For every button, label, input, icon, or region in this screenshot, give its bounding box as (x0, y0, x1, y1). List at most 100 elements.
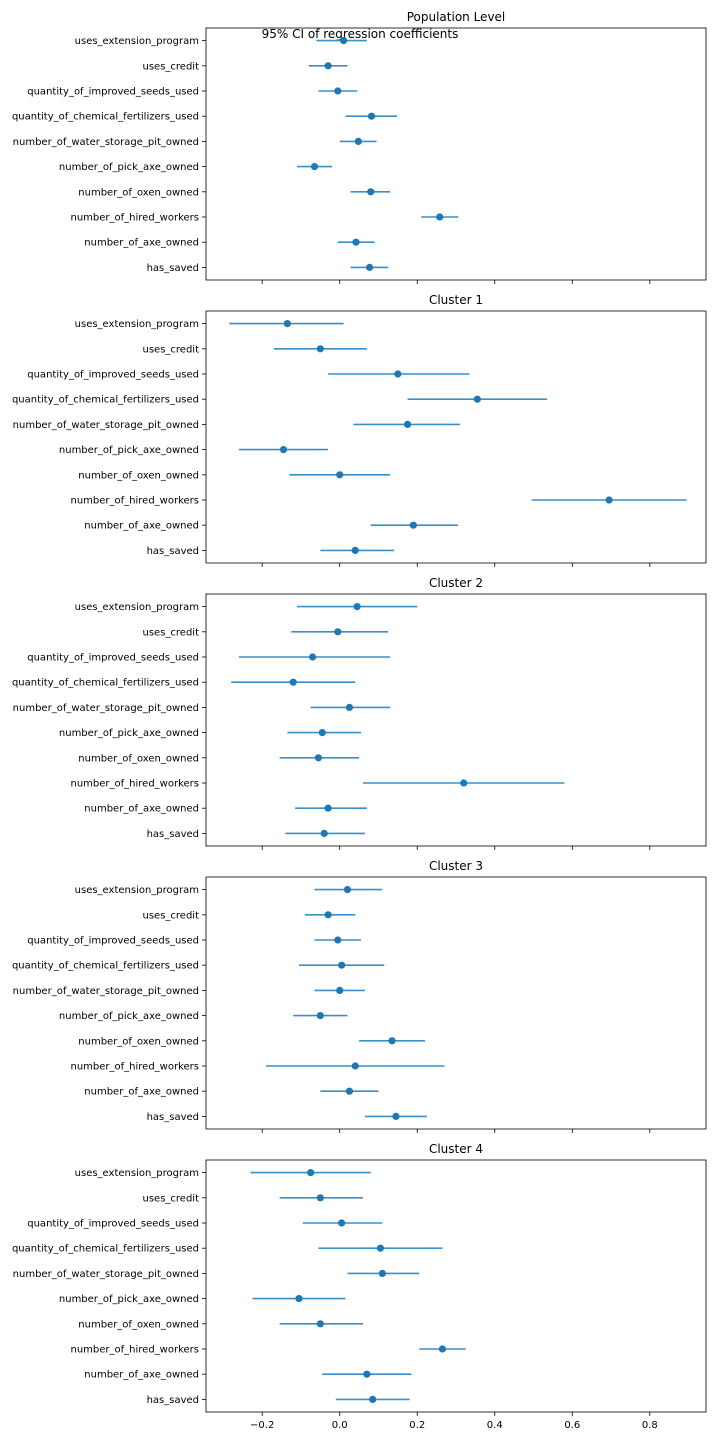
y-tick-label: quantity_of_improved_seeds_used (27, 936, 199, 947)
y-tick-label: has_saved (147, 263, 199, 274)
y-tick-label: number_of_water_storage_pit_owned (13, 986, 199, 997)
panel-title: Population Level (407, 10, 506, 24)
y-tick-label: uses_extension_program (75, 885, 199, 896)
y-tick-label: quantity_of_chemical_fertilizers_used (12, 395, 199, 406)
estimate-point (403, 420, 412, 428)
y-tick-label: number_of_oxen_owned (78, 1036, 199, 1047)
estimate-point (324, 911, 332, 919)
panel-4: Cluster 4 −0.2 0.0 0.2 0.4 0.6 0.8 uses_extensi… (12, 1142, 707, 1431)
estimate-point (351, 546, 359, 555)
estimate-point (345, 703, 354, 712)
y-tick-label: quantity_of_chemical_fertilizers_used (12, 1244, 199, 1255)
estimate-point (316, 1194, 324, 1202)
y-tick-label: number_of_pick_axe_owned (59, 1011, 199, 1022)
estimate-point (438, 1345, 447, 1353)
panel-3: Cluster 3 uses_extension_program uses_cred… (12, 859, 707, 1133)
y-tick-label: number_of_hired_workers (71, 213, 200, 224)
axes-frame (205, 876, 707, 1130)
estimate-point (409, 521, 417, 529)
panel-title: Cluster 4 (429, 1142, 483, 1156)
y-tick-label: number_of_oxen_owned (78, 187, 199, 198)
y-tick-label: uses_extension_program (75, 36, 199, 47)
y-tick-label: uses_credit (143, 1193, 200, 1204)
y-tick-label: has_saved (147, 546, 199, 557)
panels: Population Leveluses_extension_programus… (12, 10, 707, 1431)
estimate-point (338, 961, 346, 969)
y-tick-label: has_saved (147, 1112, 199, 1123)
estimate-point (316, 345, 324, 353)
panel-title: Cluster 3 (429, 859, 483, 873)
y-tick-label: number_of_hired_workers (71, 1345, 200, 1356)
y-tick-label: number_of_pick_axe_owned (59, 1294, 199, 1305)
estimate-point (295, 1295, 303, 1303)
estimate-point (338, 1219, 346, 1227)
estimate-point (279, 446, 288, 454)
estimate-point (308, 653, 317, 661)
axes-frame (205, 27, 707, 281)
y-tick-label: number_of_axe_owned (84, 238, 199, 249)
estimate-point (363, 1370, 371, 1378)
y-tick-label: number_of_oxen_owned (78, 470, 199, 481)
estimate-point (334, 87, 342, 95)
estimate-point (334, 628, 342, 636)
y-tick-label: uses_credit (143, 61, 200, 72)
estimate-point (376, 1244, 385, 1252)
panel-1: Cluster 1 uses_extension_program uses_cred… (12, 293, 707, 567)
y-tick-label: number_of_axe_owned (84, 1087, 199, 1098)
y-tick-label: number_of_hired_workers (71, 1062, 200, 1073)
y-tick-label: quantity_of_chemical_fertilizers_used (12, 961, 199, 972)
y-tick-label: quantity_of_improved_seeds_used (27, 370, 199, 381)
panel-2: Cluster 2 uses_extension_program uses_cred… (12, 576, 707, 850)
y-tick-label: quantity_of_improved_seeds_used (27, 653, 199, 664)
x-tick-label: 0.8 (642, 1420, 658, 1431)
estimate-point (318, 729, 326, 737)
y-tick-label: number_of_pick_axe_owned (59, 445, 199, 456)
y-tick-label: has_saved (147, 829, 199, 840)
y-tick-label: quantity_of_chemical_fertilizers_used (12, 678, 199, 689)
y-tick-label: number_of_pick_axe_owned (59, 162, 199, 173)
estimate-point (314, 754, 323, 762)
estimate-point (310, 163, 319, 171)
y-tick-label: number_of_water_storage_pit_owned (13, 137, 199, 148)
estimate-point (283, 320, 291, 328)
panel-title: Cluster 2 (429, 576, 483, 590)
estimate-point (316, 1012, 324, 1020)
estimate-point (605, 496, 613, 504)
estimate-point (388, 1037, 396, 1045)
estimate-point (392, 1112, 400, 1120)
estimate-point (336, 986, 344, 995)
y-tick-label: number_of_hired_workers (71, 779, 200, 790)
y-tick-label: has_saved (147, 1395, 199, 1406)
figure-suptitle: 95% CI of regression coefficients (262, 27, 459, 41)
y-tick-label: uses_credit (143, 627, 200, 638)
estimate-point (307, 1169, 315, 1177)
estimate-point (365, 263, 374, 271)
y-tick-label: number_of_hired_workers (71, 496, 200, 507)
estimate-point (354, 137, 362, 145)
estimate-point (352, 238, 360, 246)
panel-title: Cluster 1 (429, 293, 483, 307)
y-tick-label: quantity_of_improved_seeds_used (27, 1219, 199, 1230)
y-tick-label: number_of_oxen_owned (78, 753, 199, 764)
y-tick-label: number_of_axe_owned (84, 804, 199, 815)
estimate-point (334, 936, 342, 944)
estimate-point (336, 471, 344, 479)
x-tick-label: 0.6 (564, 1420, 580, 1431)
x-tick-label: 0.2 (409, 1420, 425, 1431)
estimate-point (436, 213, 444, 221)
y-tick-label: uses_credit (143, 910, 200, 921)
estimate-point (367, 112, 376, 120)
estimate-point (316, 1320, 324, 1328)
y-tick-label: uses_extension_program (75, 1168, 199, 1179)
axes-frame (205, 310, 707, 564)
y-tick-label: number_of_axe_owned (84, 521, 199, 532)
y-tick-label: number_of_axe_owned (84, 1370, 199, 1381)
estimate-point (378, 1269, 386, 1277)
estimate-point (367, 188, 375, 196)
estimate-point (339, 37, 348, 45)
estimate-point (394, 370, 402, 378)
y-tick-label: number_of_water_storage_pit_owned (13, 1269, 199, 1280)
estimate-point (289, 678, 297, 686)
y-tick-label: uses_credit (143, 344, 200, 355)
